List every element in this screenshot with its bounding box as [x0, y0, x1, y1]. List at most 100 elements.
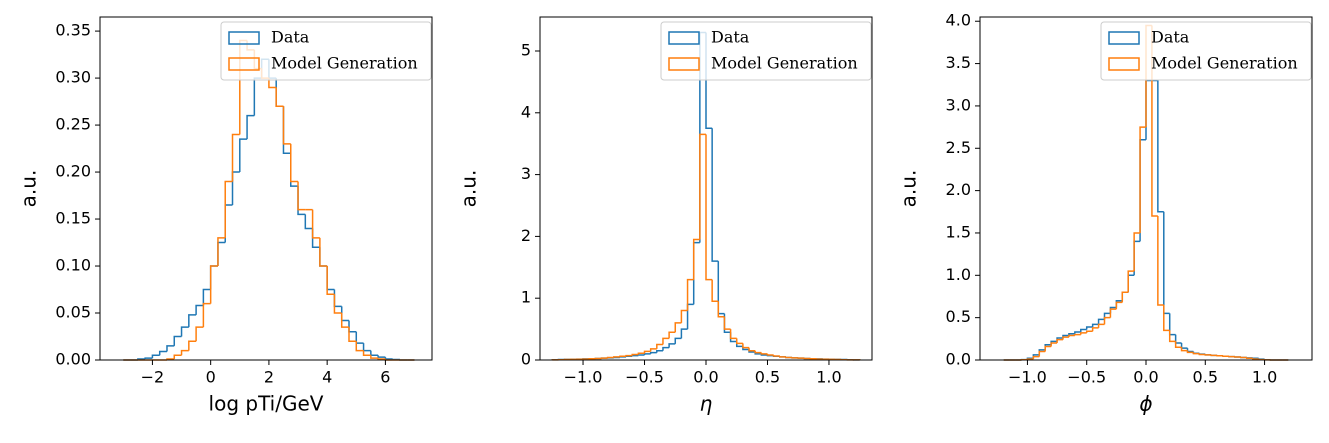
- histogram-step: [1038, 350, 1046, 357]
- histogram-step: [311, 209, 320, 239]
- x-tick-label: −1.0: [564, 368, 603, 387]
- histogram-step: [304, 214, 313, 230]
- histogram-step: [188, 314, 197, 328]
- histogram-step: [1157, 80, 1164, 213]
- legend-label: Data: [1151, 28, 1190, 47]
- histogram-step: [1074, 331, 1081, 334]
- x-tick-label: −0.5: [625, 368, 664, 387]
- y-tick-label: 0.35: [55, 21, 91, 40]
- histogram-step: [1103, 312, 1111, 320]
- histogram-step: [1139, 139, 1146, 242]
- histogram-step: [268, 78, 277, 89]
- histogram-step: [224, 180, 233, 238]
- histogram-step: [1068, 334, 1075, 338]
- histogram-step: [1163, 304, 1170, 332]
- y-tick-label: 0.10: [55, 256, 91, 275]
- histogram-step: [649, 348, 657, 352]
- y-tick-label: 0: [521, 350, 531, 369]
- histogram-step: [202, 302, 211, 328]
- histogram-step: [1186, 350, 1194, 354]
- y-tick-label: 0.30: [55, 68, 91, 87]
- histogram-step: [362, 350, 371, 357]
- histogram-step: [1151, 25, 1158, 217]
- histogram-step: [253, 77, 262, 116]
- histogram-step: [1127, 270, 1135, 293]
- histogram-step: [772, 355, 780, 357]
- histogram-step: [1115, 301, 1123, 310]
- histogram-step: [1133, 232, 1141, 272]
- y-tick-label: 0.0: [946, 350, 971, 369]
- y-tick-label: 3.5: [946, 53, 971, 72]
- histogram-step: [326, 266, 335, 295]
- panel: −1.0 −0.5 0.0 0.5 1.0 0.0 0.5 1.0 1.5 2.0 2.5 3.0 3.…: [897, 11, 1313, 416]
- legend-swatch: [1108, 31, 1140, 45]
- histogram-step: [711, 279, 719, 303]
- histogram-step: [1246, 357, 1253, 360]
- histogram-step: [333, 294, 342, 314]
- histogram-step: [766, 353, 774, 356]
- histogram-step: [668, 331, 676, 339]
- histogram-step: [188, 340, 197, 351]
- histogram-step: [1180, 347, 1188, 352]
- x-tick-label: 0.5: [1193, 368, 1218, 387]
- y-axis-label: a.u.: [457, 170, 481, 208]
- legend-label: Data: [711, 28, 750, 47]
- histogram-step: [319, 237, 328, 267]
- histogram-step: [625, 354, 633, 357]
- x-tick-label: 0.5: [755, 368, 780, 387]
- histogram-step: [209, 265, 218, 304]
- histogram-step: [158, 350, 167, 356]
- histogram-step: [729, 332, 737, 343]
- histogram-step: [662, 337, 670, 345]
- histogram-step: [637, 352, 645, 355]
- histogram-step: [1091, 327, 1099, 332]
- histogram-step: [1121, 291, 1129, 303]
- histogram-step: [340, 313, 349, 328]
- histogram-step: [377, 355, 386, 358]
- histogram-step: [1103, 316, 1111, 325]
- histogram-step: [668, 343, 676, 348]
- histogram-step: [1080, 332, 1087, 335]
- legend-swatch: [228, 57, 260, 71]
- histogram-step: [631, 353, 639, 356]
- histogram-step: [355, 331, 364, 344]
- histogram-step: [1163, 211, 1170, 315]
- histogram-step: [166, 345, 175, 352]
- histogram-step: [637, 354, 645, 356]
- axes-frame: [99, 16, 433, 361]
- histogram-step: [202, 288, 211, 306]
- x-tick-label: 2: [264, 368, 274, 387]
- histogram-step: [195, 304, 204, 315]
- legend-box: [660, 21, 872, 81]
- histogram-step: [631, 354, 639, 357]
- y-tick-label: 4.0: [946, 11, 971, 30]
- panel: −2 0 2 4 6 0.00 0.05 0.10 0.15 0.20 0.25 0.30 0.35 lo…: [17, 16, 433, 416]
- legend-swatch: [668, 31, 700, 45]
- legend-label: Model Generation: [1151, 54, 1298, 73]
- histogram-step: [742, 343, 750, 349]
- histogram-step: [1121, 291, 1129, 301]
- histogram-step: [1080, 328, 1087, 333]
- histogram-step: [1192, 352, 1200, 355]
- histogram-step: [348, 327, 357, 342]
- histogram-step: [355, 341, 364, 352]
- panel: −1.0 −0.5 0.0 0.5 1.0 0 1 2 3 4 5 η a.u. Data Model Ge…: [457, 16, 873, 416]
- histogram-step: [217, 241, 226, 267]
- histogram-step: [619, 355, 627, 358]
- histogram-step: [606, 356, 614, 359]
- histogram-step: [239, 138, 248, 173]
- histogram-step: [231, 133, 240, 182]
- histogram-step: [297, 181, 306, 211]
- y-tick-label: 1.5: [946, 222, 971, 241]
- histogram-step: [699, 133, 706, 240]
- histogram-step: [1062, 336, 1069, 340]
- histogram-step: [705, 134, 713, 281]
- histogram-step: [180, 349, 189, 356]
- histogram-step: [717, 261, 725, 315]
- histogram-step: [326, 266, 335, 291]
- histogram-step: [180, 326, 189, 337]
- histogram-step: [340, 306, 349, 322]
- y-tick-label: 2: [521, 226, 531, 245]
- histogram-step: [370, 350, 379, 357]
